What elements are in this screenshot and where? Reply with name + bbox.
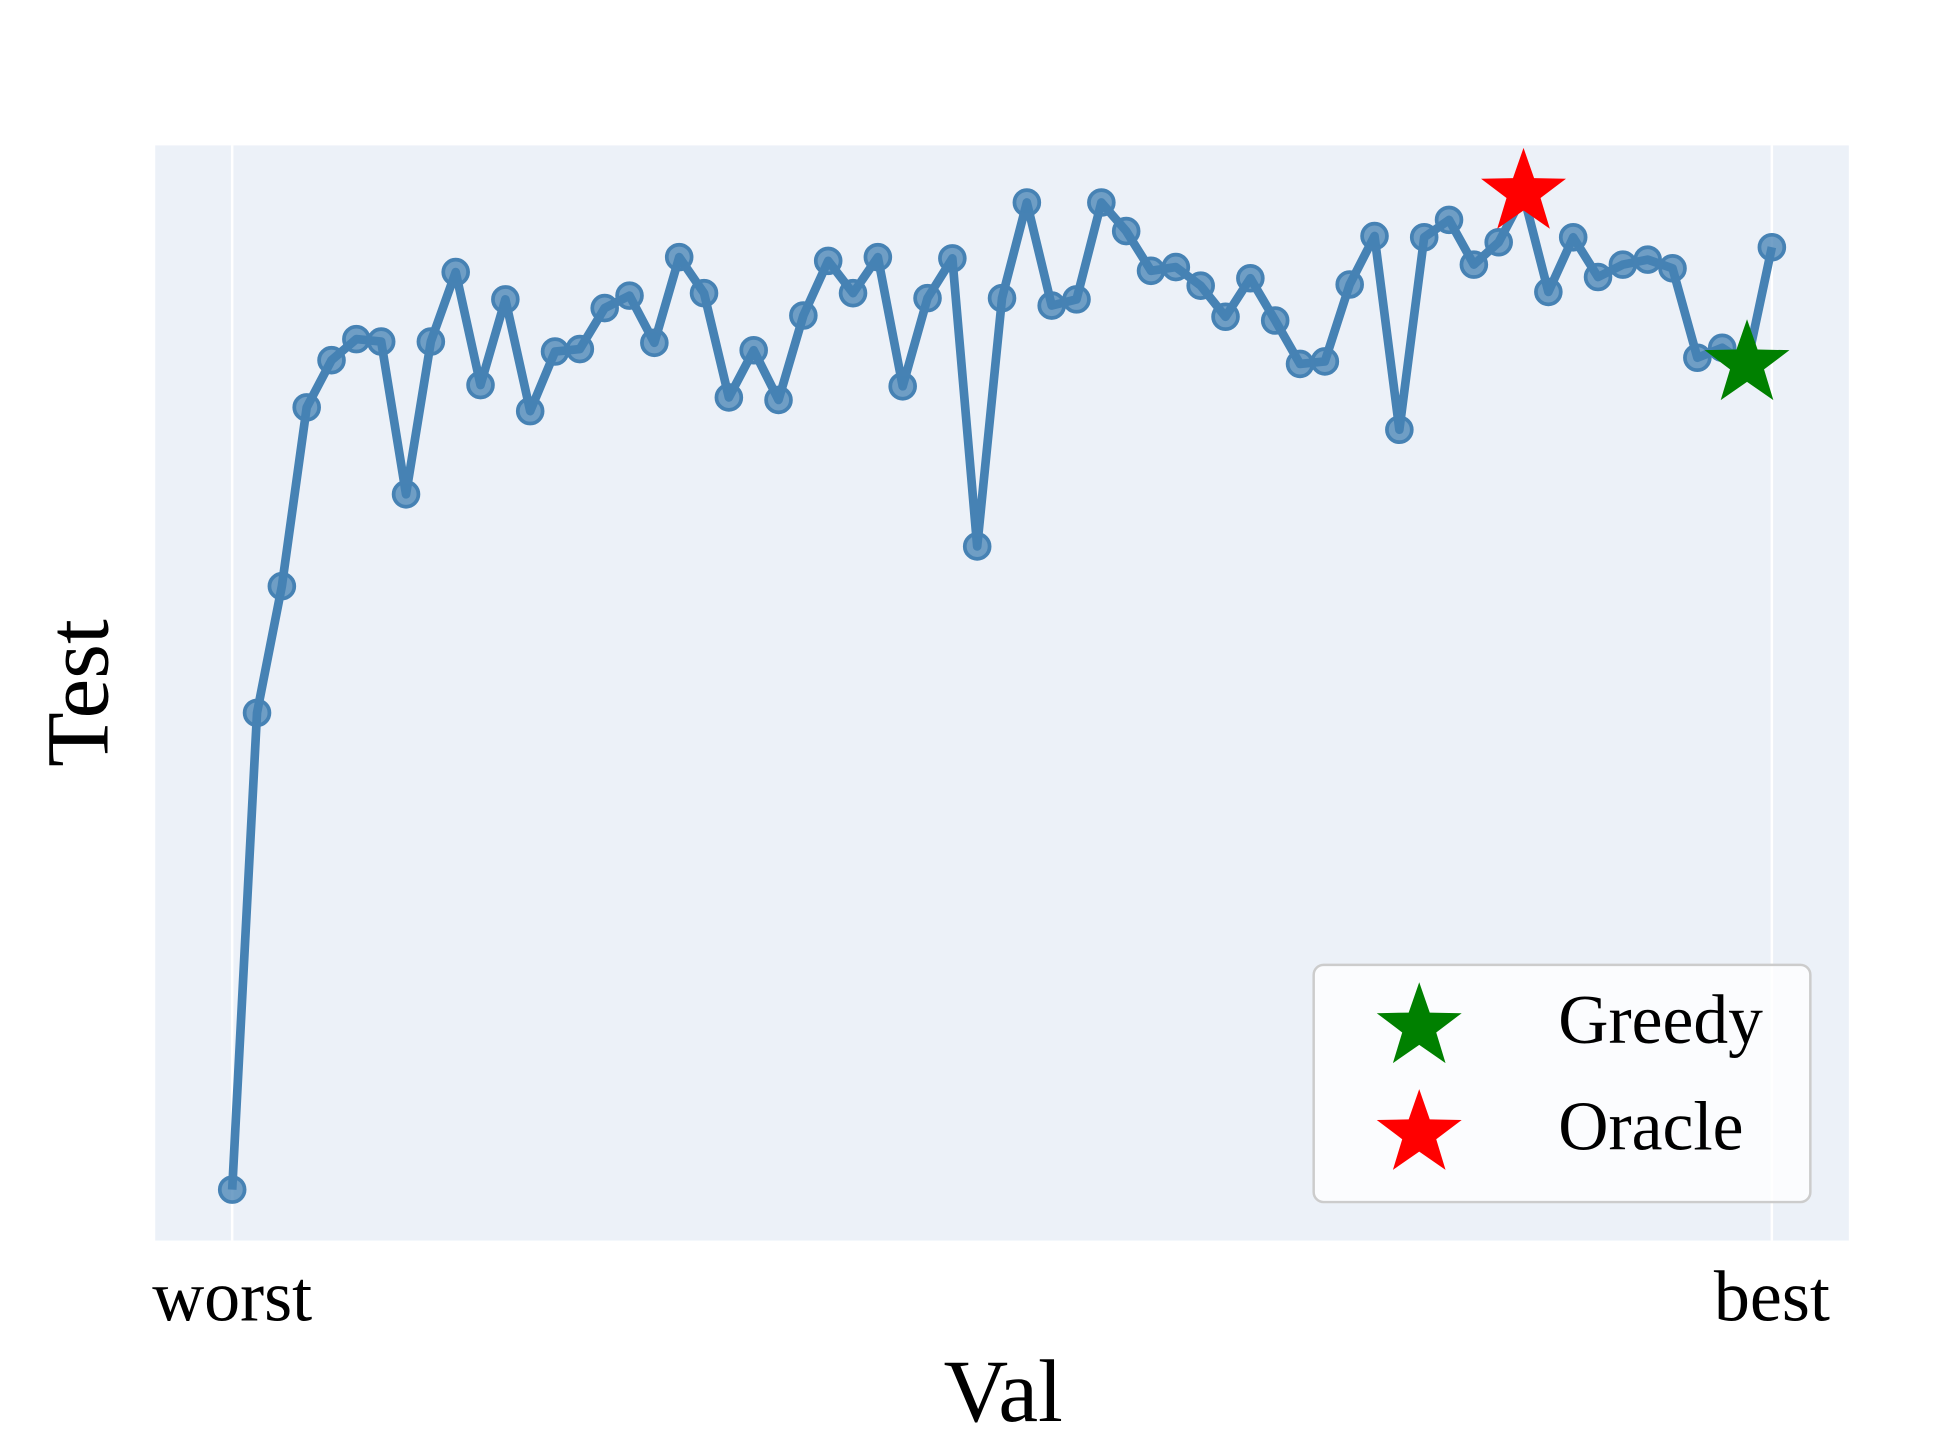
point [1012,188,1042,217]
point [466,370,495,400]
point [615,281,644,310]
point [888,372,917,401]
point [1186,271,1215,300]
point [342,324,371,354]
point [242,698,272,728]
point [1062,285,1091,314]
point [1385,415,1414,445]
legend-symbol [1376,982,1462,1064]
point [714,383,744,412]
point [987,283,1017,313]
point [366,327,396,356]
point [739,335,768,365]
point [689,278,719,308]
point [590,293,619,323]
point [1037,291,1066,320]
point [441,257,470,287]
star-marker [1481,147,1566,229]
star-marker [1704,319,1790,401]
x-axis-label: Val [944,1342,1063,1441]
point [1360,221,1389,251]
point [491,285,520,314]
point [1583,262,1613,292]
point [863,242,893,272]
point [838,278,868,308]
point [1409,223,1439,252]
point [515,396,545,426]
point [962,532,992,561]
point [664,242,694,272]
point [640,328,669,358]
point [540,337,570,366]
point [416,327,446,356]
point [565,334,595,364]
point [913,283,942,313]
point [391,480,421,509]
point [1335,270,1364,299]
point [317,345,346,375]
point [813,246,843,276]
point [1161,252,1191,282]
point [1434,205,1464,235]
point [1310,347,1340,376]
legend-symbol [1376,1089,1462,1170]
point [267,571,297,601]
legend-label: Greedy [1558,982,1763,1059]
x-tick-label: worst [152,1256,312,1336]
point [1658,254,1687,283]
point [1111,216,1141,246]
point [1633,245,1662,274]
point [1136,256,1166,286]
legend-label: Oracle [1558,1089,1743,1166]
point [1087,188,1116,217]
point [217,1175,247,1204]
point [938,244,967,273]
point [1484,227,1513,257]
point [1534,277,1563,307]
point [1757,232,1787,262]
point [789,301,818,330]
point [1211,302,1240,332]
point [292,393,321,422]
point [1236,263,1265,293]
point [1558,223,1588,252]
point [1260,306,1290,335]
point [1683,343,1712,373]
y-axis-label: Test [28,619,127,767]
x-tick-label: best [1714,1256,1830,1336]
point [1285,349,1315,379]
point [1608,250,1638,279]
point [764,385,793,415]
point [1459,250,1489,279]
